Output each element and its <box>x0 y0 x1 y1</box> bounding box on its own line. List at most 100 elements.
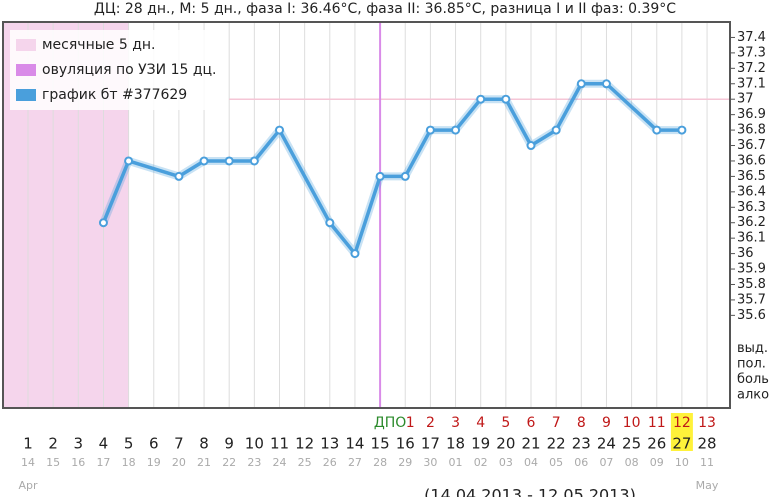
dpo-label: ДПО <box>374 415 406 431</box>
date-label: 19 <box>147 456 161 469</box>
date-label: 27 <box>348 456 362 469</box>
y-tick-label: 36 <box>737 246 754 261</box>
month-label: Apr <box>18 479 38 492</box>
day-label: 23 <box>572 435 591 453</box>
date-label: 01 <box>449 456 463 469</box>
date-label: 14 <box>21 456 35 469</box>
day-label: 10 <box>245 435 264 453</box>
point <box>451 125 461 135</box>
dpo-number: 9 <box>602 415 611 431</box>
y-tick-label: 35.6 <box>737 308 766 323</box>
point <box>325 218 335 228</box>
day-label: 7 <box>174 435 184 453</box>
day-label: 12 <box>295 435 314 453</box>
point <box>275 125 284 135</box>
point <box>601 79 611 89</box>
point <box>652 125 662 135</box>
dpo-number: 4 <box>476 415 485 431</box>
y-tick-label: 37.1 <box>737 76 766 91</box>
dpo-number: 7 <box>552 415 561 431</box>
legend-swatch <box>16 64 36 76</box>
y-tick-label: 37.2 <box>737 61 766 76</box>
chart-title: ДЦ: 28 дн., М: 5 дн., фаза I: 36.46°C, ф… <box>94 1 676 17</box>
legend-label: месячные 5 дн. <box>42 37 155 53</box>
date-label: 23 <box>247 456 261 469</box>
date-label: 30 <box>423 456 437 469</box>
legend: месячные 5 дн. овуляция по УЗИ 15 дц. граф… <box>10 30 226 110</box>
day-label: 27 <box>672 435 691 453</box>
dpo-number: 3 <box>451 415 460 431</box>
point <box>425 125 435 135</box>
y-tick-label: 36.4 <box>737 184 766 199</box>
dpo-number: 10 <box>623 415 641 431</box>
dpo-number: 8 <box>577 415 586 431</box>
day-label: 22 <box>547 435 566 453</box>
point <box>350 249 360 259</box>
date-label: 02 <box>474 456 488 469</box>
point <box>199 156 209 166</box>
point <box>224 156 234 166</box>
month-label: May <box>696 479 719 492</box>
date-label: 28 <box>373 456 387 469</box>
y-tick-label: 36.9 <box>737 107 766 122</box>
day-label: 9 <box>224 435 234 453</box>
dpo-number: 13 <box>698 415 716 431</box>
dpo-number: 5 <box>501 415 510 431</box>
date-label: 26 <box>323 456 337 469</box>
date-label: 08 <box>625 456 639 469</box>
row-label: выд. <box>737 341 768 356</box>
y-tick-label: 35.8 <box>737 277 766 292</box>
y-tick-label: 36.6 <box>737 153 766 168</box>
date-label: 24 <box>273 456 287 469</box>
date-label: 15 <box>46 456 60 469</box>
day-label: 11 <box>270 435 289 453</box>
day-label: 5 <box>124 435 134 453</box>
date-label: 04 <box>524 456 538 469</box>
y-tick-label: 35.9 <box>737 262 766 277</box>
day-label: 6 <box>149 435 159 453</box>
day-label: 13 <box>320 435 339 453</box>
date-label: 18 <box>122 456 136 469</box>
dpo-number: 6 <box>527 415 536 431</box>
y-tick-label: 35.7 <box>737 292 766 307</box>
point <box>124 156 134 166</box>
dpo-number: 1 <box>406 415 415 431</box>
day-label: 1 <box>23 435 33 453</box>
y-tick-label: 36.5 <box>737 169 766 184</box>
day-label: 24 <box>597 435 616 453</box>
highlight <box>670 413 693 451</box>
row-label: алко <box>737 388 769 403</box>
legend-swatch <box>16 39 36 51</box>
point <box>174 171 184 181</box>
date-label: 03 <box>499 456 513 469</box>
dpo-number: 12 <box>673 415 691 431</box>
y-tick-label: 36.8 <box>737 123 766 138</box>
legend-box <box>10 30 226 110</box>
legend-label: овуляция по УЗИ 15 дц. <box>42 62 217 78</box>
day-label: 26 <box>647 435 666 453</box>
y-tick-label: 36.7 <box>737 138 766 153</box>
day-label: 28 <box>698 435 717 453</box>
date-label: 09 <box>650 456 664 469</box>
y-tick-label: 36.1 <box>737 231 766 246</box>
point <box>551 125 561 135</box>
day-label: 19 <box>471 435 490 453</box>
point <box>526 141 536 151</box>
point <box>576 79 586 89</box>
point <box>400 171 410 181</box>
plot-border <box>2 21 731 409</box>
point <box>476 94 486 104</box>
date-label: 25 <box>298 456 312 469</box>
row-label: боль <box>737 372 769 387</box>
date-label: 05 <box>549 456 563 469</box>
day-label: 20 <box>496 435 515 453</box>
date-label: 22 <box>222 456 236 469</box>
date-label: 10 <box>675 456 689 469</box>
point <box>677 125 687 135</box>
day-label: 25 <box>622 435 641 453</box>
day-label: 8 <box>199 435 209 453</box>
day-label: 2 <box>48 435 58 453</box>
day-label: 16 <box>396 435 415 453</box>
dpo-number: 2 <box>426 415 435 431</box>
